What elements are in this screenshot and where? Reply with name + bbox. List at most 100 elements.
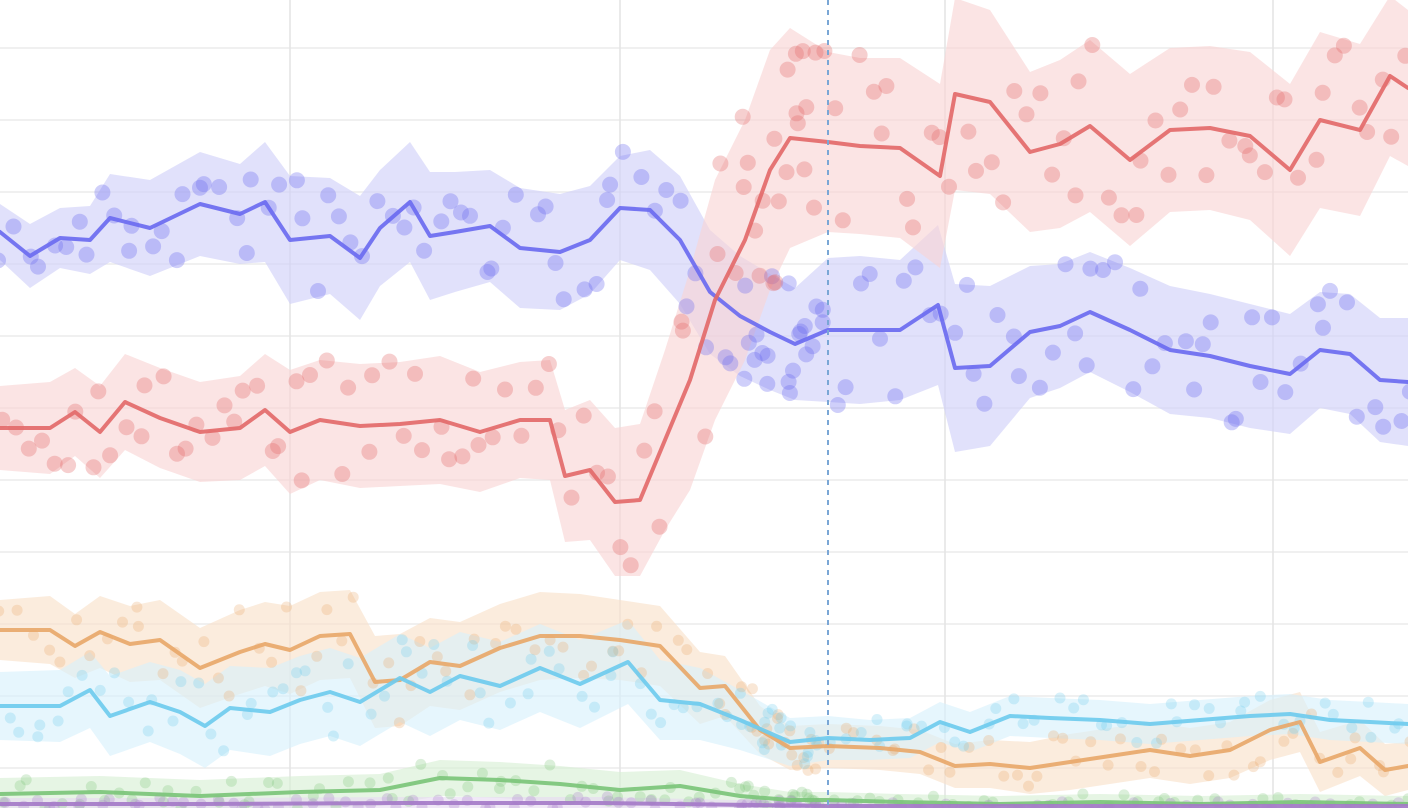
red-data-point-72	[779, 61, 796, 78]
red-data-point-127	[1351, 99, 1368, 116]
orange-data-point-55	[736, 681, 747, 693]
orange-data-point-64	[784, 725, 796, 737]
red-data-point-30	[361, 443, 378, 460]
orange-data-point-9	[131, 601, 143, 613]
red-data-point-38	[454, 448, 471, 465]
cyan-data-point-28	[396, 634, 408, 646]
orange-data-point-17	[233, 604, 245, 616]
red-data-point-124	[1314, 84, 1331, 101]
blue-data-point-85	[853, 275, 869, 292]
blue-data-point-20	[238, 245, 255, 261]
blue-data-point-57	[678, 298, 695, 315]
blue-data-point-38	[453, 204, 469, 221]
orange-series-line	[0, 628, 1408, 772]
blue-data-point-127	[1348, 408, 1365, 425]
cyan-data-point-102	[1254, 690, 1266, 702]
blue-data-point-52	[614, 143, 631, 160]
orange-data-point-0	[0, 605, 5, 617]
blue-data-point-107	[1107, 254, 1123, 271]
blue-data-point-125	[1322, 282, 1338, 299]
red-data-point-32	[381, 353, 398, 370]
blue-data-point-24	[288, 172, 305, 189]
blue-data-point-124	[1315, 319, 1331, 336]
purple-series-line	[0, 801, 1408, 808]
cyan-data-point-16	[218, 745, 230, 757]
blue-data-point-97	[989, 307, 1006, 323]
blue-data-point-46	[547, 255, 564, 271]
orange-data-point-15	[212, 672, 224, 684]
orange-data-point-43	[607, 645, 619, 657]
green-data-point-34	[476, 767, 488, 779]
red-data-point-7	[85, 459, 102, 476]
blue-data-point-123	[1309, 296, 1326, 313]
series-lines	[0, 74, 1408, 808]
green-data-point-50	[693, 791, 705, 803]
blue-data-point-76	[792, 323, 809, 340]
red-data-point-71	[778, 164, 795, 181]
red-data-point-37	[441, 451, 458, 468]
orange-data-point-59	[772, 709, 784, 721]
blue-data-point-105	[1082, 260, 1099, 277]
blue-data-point-81	[814, 314, 831, 331]
cyan-data-point-20	[277, 683, 289, 695]
red-data-point-57	[674, 322, 691, 339]
blue-data-point-65	[748, 326, 765, 343]
cyan-data-point-25	[342, 658, 354, 670]
cyan-data-point-31	[428, 639, 440, 650]
cyan-data-point-67	[802, 746, 814, 758]
cyan-data-point-29	[400, 646, 412, 658]
cyan-data-point-64	[775, 712, 787, 724]
cyan-data-point-61	[762, 707, 774, 719]
blue-data-point-12	[145, 238, 162, 255]
blue-data-point-48	[576, 281, 593, 298]
red-data-point-44	[527, 379, 544, 396]
blue-data-point-15	[174, 186, 191, 203]
red-data-point-53	[636, 442, 653, 459]
red-data-point-96	[983, 154, 1000, 171]
blue-data-point-100	[1031, 379, 1048, 396]
red-data-point-121	[1276, 91, 1293, 108]
blue-data-point-116	[1223, 414, 1240, 431]
blue-data-point-39	[462, 207, 478, 224]
cyan-data-point-77	[901, 718, 913, 730]
cyan-data-point-33	[467, 640, 479, 651]
blue-data-point-25	[294, 210, 311, 227]
red-data-point-40	[470, 437, 487, 453]
cyan-data-point-4	[52, 715, 64, 727]
blue-data-point-31	[369, 193, 386, 210]
orange-data-point-101	[1247, 761, 1259, 773]
orange-data-point-103	[1278, 735, 1290, 747]
red-data-point-25	[293, 472, 310, 489]
cyan-data-point-51	[712, 697, 724, 709]
red-data-point-35	[414, 442, 430, 459]
red-data-point-8	[90, 383, 107, 400]
green-data-point-67	[796, 786, 808, 798]
blue-data-point-84	[837, 379, 854, 396]
green-data-point-98	[1209, 793, 1221, 805]
blue-data-point-55	[658, 182, 675, 198]
green-data-point-55	[734, 783, 746, 795]
orange-data-point-104	[1287, 727, 1299, 739]
orange-data-point-14	[198, 636, 210, 648]
blue-data-point-79	[798, 346, 815, 363]
red-data-point-117	[1237, 138, 1254, 154]
cyan-data-point-13	[175, 676, 187, 688]
cyan-data-point-54	[734, 687, 746, 699]
purple-data-point-41	[572, 791, 584, 803]
orange-data-point-77	[908, 723, 920, 735]
orange-data-point-66	[798, 752, 810, 764]
blue-data-point-28	[330, 208, 347, 225]
blue-data-point-128	[1367, 399, 1384, 416]
red-data-point-122	[1290, 169, 1306, 186]
orange-data-point-27	[383, 657, 395, 669]
green-data-point-25	[342, 776, 354, 788]
red-data-point-119	[1256, 164, 1273, 181]
orange-data-point-41	[578, 669, 590, 681]
orange-data-point-112	[1404, 736, 1408, 747]
blue-data-point-73	[781, 385, 798, 401]
red-data-point-63	[739, 154, 756, 171]
cyan-data-point-87	[1054, 692, 1066, 704]
green-data-point-10	[139, 777, 151, 789]
red-data-point-100	[1032, 85, 1049, 102]
green-data-point-39	[544, 759, 556, 771]
